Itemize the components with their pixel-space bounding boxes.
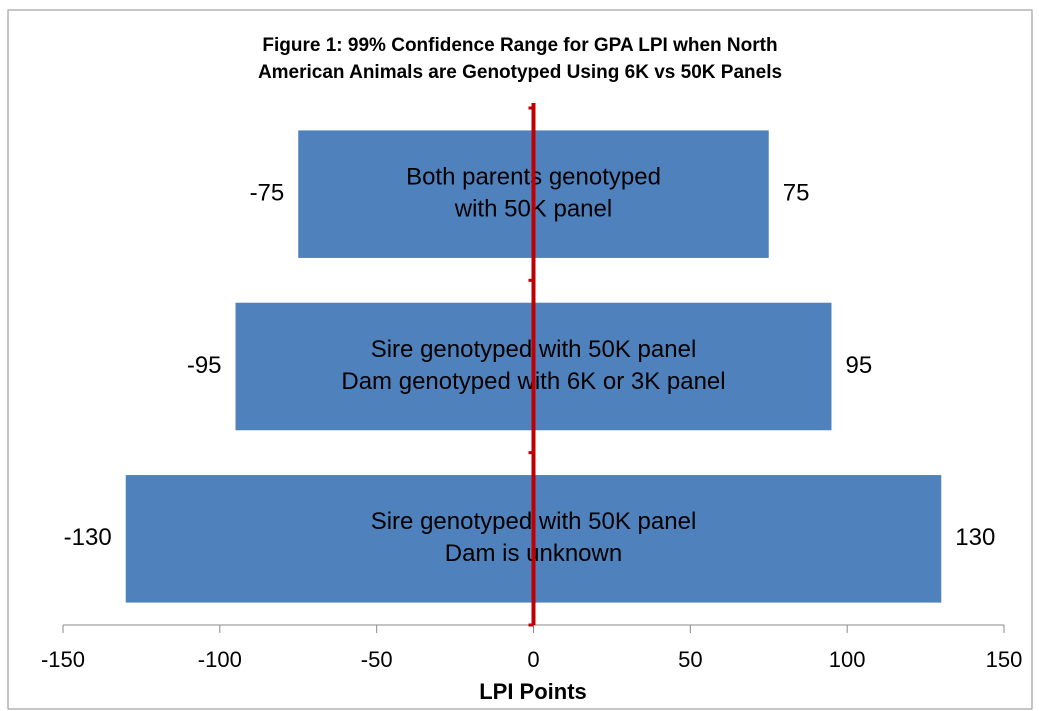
- x-axis-title: LPI Points: [479, 679, 587, 704]
- x-tick-label: -50: [361, 647, 393, 672]
- x-tick-label: 100: [829, 647, 866, 672]
- x-tick-label: 0: [527, 647, 539, 672]
- x-tick-label: 150: [986, 647, 1023, 672]
- chart-title: Figure 1: 99% Confidence Range for GPA L…: [262, 35, 777, 56]
- data-label: -75: [250, 180, 285, 207]
- data-label: -130: [64, 524, 112, 551]
- data-label: -95: [187, 352, 222, 379]
- data-label: 95: [845, 352, 872, 379]
- x-tick-label: 50: [678, 647, 702, 672]
- data-label: 75: [783, 180, 810, 207]
- data-label: 130: [955, 524, 995, 551]
- x-tick-label: -100: [198, 647, 242, 672]
- x-tick-label: -150: [41, 647, 85, 672]
- chart-title: American Animals are Genotyped Using 6K …: [258, 62, 782, 83]
